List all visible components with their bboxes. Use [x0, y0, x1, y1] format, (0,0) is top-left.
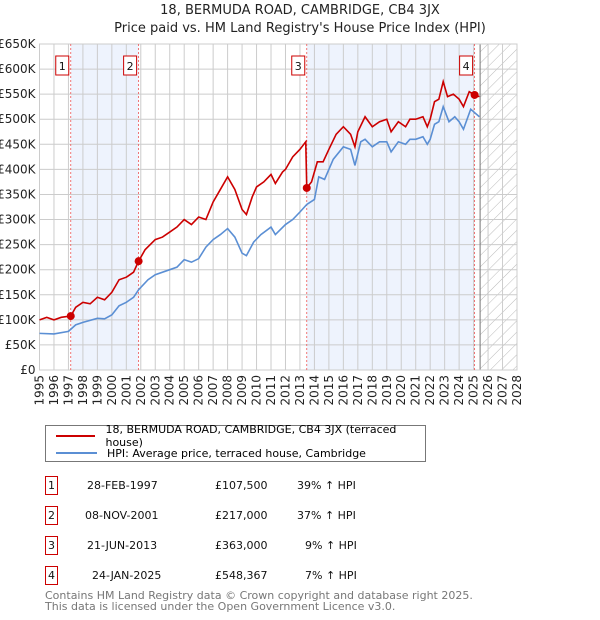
sale-row: 1 28-FEB-1997 £107,500 39% ↑ HPI [45, 476, 445, 496]
sale-date: 28-FEB-1997 [87, 479, 158, 492]
sale-marker-box [55, 55, 70, 76]
x-tick-label: 2023 [438, 375, 452, 406]
y-tick-label: £300K [0, 213, 37, 227]
y-tick-label: £450K [0, 137, 37, 151]
sale-point [66, 312, 75, 321]
x-tick-label: 2020 [394, 375, 408, 406]
x-tick-label: 1997 [61, 375, 75, 406]
legend-label: HPI: Average price, terraced house, Camb… [107, 446, 366, 460]
x-tick-label: 2024 [452, 375, 466, 406]
plot-border [39, 43, 518, 371]
x-tick-label: 1999 [90, 375, 104, 406]
sale-date: 21-JUN-2013 [87, 539, 158, 552]
chart-title: 18, BERMUDA ROAD, CAMBRIDGE, CB4 3JX [160, 3, 440, 18]
price-paid-line [39, 78, 480, 321]
sale-price: £548,367 [215, 569, 268, 582]
x-tick-label: 2028 [510, 375, 524, 406]
sale-marker-box [123, 55, 138, 76]
sale-number: 3 [45, 536, 58, 555]
x-tick-label: 2017 [351, 375, 365, 406]
sale-row: 2 08-NOV-2001 £217,000 37% ↑ HPI [45, 506, 445, 526]
x-tick-label: 2026 [481, 375, 495, 406]
sale-number: 2 [45, 506, 58, 525]
price-chart: 1995 1996 1997 1998 1999 2000 2001 2002 2003 2004… [0, 37, 524, 406]
x-tick-label: 2027 [496, 375, 510, 406]
x-tick-label: 2010 [250, 375, 264, 406]
sale-hpi-diff: 37% ↑ HPI [297, 509, 356, 522]
legend-swatch-blue [56, 452, 97, 454]
sale-point [134, 257, 143, 266]
sale-date: 08-NOV-2001 [85, 509, 159, 522]
sale-row: 3 21-JUN-2013 £363,000 9% ↑ HPI [45, 536, 445, 556]
legend-item-hpi: HPI: Average price, terraced house, Camb… [56, 445, 366, 461]
x-tick-label: 2008 [221, 375, 235, 406]
x-tick-label: 2007 [206, 375, 220, 406]
y-tick-label: £400K [0, 162, 37, 176]
x-tick-label: 2001 [119, 375, 133, 406]
y-tick-label: £100K [0, 313, 37, 327]
y-tick-label: £500K [0, 112, 37, 126]
sale-price: £217,000 [215, 509, 268, 522]
sale-price: £107,500 [215, 479, 268, 492]
x-tick-label: 1998 [76, 375, 90, 406]
sale-row: 4 24-JAN-2025 £548,367 7% ↑ HPI [45, 566, 445, 586]
forecast-hatch [480, 44, 517, 370]
sale-number: 1 [45, 476, 58, 495]
footer-licence: This data is licensed under the Open Gov… [45, 600, 396, 613]
x-tick-label: 2011 [264, 375, 278, 406]
x-tick-label: 2009 [235, 375, 249, 406]
chart-subtitle: Price paid vs. HM Land Registry's House … [114, 21, 486, 36]
sale-marker-box [459, 55, 474, 76]
sale-marker-number: 3 [295, 60, 302, 73]
x-tick-label: 2013 [293, 375, 307, 406]
y-tick-label: £600K [0, 62, 37, 76]
x-tick-label: 2018 [365, 375, 379, 406]
x-tick-label: 1996 [47, 375, 61, 406]
sale-point [470, 90, 479, 99]
sale-number: 4 [45, 566, 58, 585]
sale-marker-number: 2 [127, 60, 134, 73]
y-tick-label: £350K [0, 187, 37, 201]
legend-swatch-red [56, 435, 96, 437]
y-tick-label: £0 [20, 363, 35, 377]
sale-marker-box [291, 55, 306, 76]
y-tick-label: £550K [0, 87, 37, 101]
x-tick-label: 2002 [134, 375, 148, 406]
x-tick-label: 2019 [380, 375, 394, 406]
sale-price: £363,000 [215, 539, 268, 552]
sale-hpi-diff: 7% ↑ HPI [305, 569, 357, 582]
y-tick-label: £650K [0, 37, 37, 51]
sale-point [302, 183, 311, 192]
x-tick-label: 2000 [105, 375, 119, 406]
sale-hpi-diff: 39% ↑ HPI [297, 479, 356, 492]
legend-label: 18, BERMUDA ROAD, CAMBRIDGE, CB4 3JX (te… [105, 423, 397, 449]
x-tick-label: 2006 [192, 375, 206, 406]
sale-marker-number: 4 [463, 60, 470, 73]
x-tick-label: 2012 [278, 375, 292, 406]
shaded-span [306, 44, 475, 370]
sale-date: 24-JAN-2025 [92, 569, 162, 582]
y-tick-label: £150K [0, 288, 37, 302]
x-tick-label: 2016 [336, 375, 350, 406]
x-tick-label: 2025 [467, 375, 481, 406]
x-tick-label: 2005 [177, 375, 191, 406]
hpi-line [39, 104, 480, 335]
footer-copyright: Contains HM Land Registry data © Crown c… [45, 589, 473, 602]
x-tick-label: 2021 [409, 375, 423, 406]
x-tick-label: 2022 [423, 375, 437, 406]
x-tick-label: 1995 [33, 375, 47, 406]
y-tick-label: £250K [0, 238, 37, 252]
legend: 18, BERMUDA ROAD, CAMBRIDGE, CB4 3JX (te… [45, 423, 426, 462]
sale-marker-number: 1 [59, 60, 66, 73]
sale-hpi-diff: 9% ↑ HPI [305, 539, 357, 552]
legend-item-property: 18, BERMUDA ROAD, CAMBRIDGE, CB4 3JX (te… [56, 423, 425, 449]
shaded-span [70, 44, 139, 370]
x-tick-label: 2003 [148, 375, 162, 406]
y-tick-label: £200K [0, 263, 37, 277]
x-tick-label: 2015 [322, 375, 336, 406]
y-tick-label: £50K [5, 338, 37, 352]
x-tick-label: 2014 [307, 375, 321, 406]
x-tick-label: 2004 [163, 375, 177, 406]
